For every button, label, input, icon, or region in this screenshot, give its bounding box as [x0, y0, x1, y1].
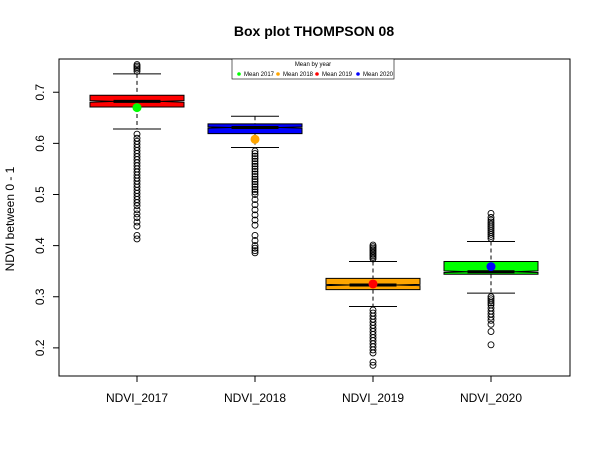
- outlier-point: [251, 191, 259, 198]
- outlier-point: [251, 188, 259, 196]
- outlier-point: [251, 237, 259, 244]
- outlier-point: [487, 313, 495, 321]
- outlier-point: [251, 221, 259, 229]
- outlier-point: [133, 214, 141, 221]
- outlier-point: [133, 231, 141, 239]
- outlier-point: [251, 247, 259, 255]
- outlier-point: [133, 235, 141, 243]
- outlier-point: [487, 297, 495, 305]
- legend-marker: [237, 72, 241, 76]
- mean-point: [250, 134, 260, 144]
- x-tick-label: NDVI_2017: [106, 391, 168, 405]
- outlier-point: [251, 211, 259, 219]
- outlier-point: [487, 209, 495, 217]
- outlier-point: [251, 244, 259, 252]
- box-NDVI_2019: [325, 241, 421, 369]
- outlier-point: [369, 358, 377, 366]
- outlier-point: [133, 67, 141, 75]
- box-NDVI_2020: [443, 209, 539, 349]
- outlier-point: [251, 165, 259, 173]
- outlier-point: [251, 155, 259, 163]
- outlier-point: [487, 316, 495, 324]
- outlier-point: [251, 162, 259, 170]
- outlier-point: [251, 170, 259, 178]
- y-axis: 0.2 0.3 0.4 0.5 0.6 0.7: [33, 84, 60, 356]
- x-tick-label: NDVI_2020: [460, 391, 522, 405]
- outlier-point: [133, 206, 141, 214]
- outlier-point: [251, 185, 259, 193]
- mean-point: [368, 279, 378, 289]
- y-tick-label: 0.4: [33, 237, 47, 254]
- legend-label: Mean 2020: [363, 72, 394, 78]
- outlier-point: [369, 241, 377, 249]
- outlier-point: [369, 349, 377, 357]
- legend: Mean by year Mean 2017 Mean 2018 Mean 2019…: [231, 58, 395, 80]
- outlier-point: [251, 157, 259, 165]
- outlier-point: [487, 299, 495, 307]
- outlier-point: [133, 218, 141, 226]
- outlier-point: [251, 180, 259, 188]
- legend-marker: [315, 72, 319, 76]
- outlier-point: [251, 173, 259, 181]
- outlier-point: [251, 168, 259, 175]
- legend-label: Mean 2018: [283, 72, 314, 78]
- outlier-point: [251, 150, 259, 158]
- outlier-point: [369, 346, 377, 354]
- outlier-point: [251, 249, 259, 257]
- legend-label: Mean 2017: [244, 72, 275, 78]
- y-tick-label: 0.6: [33, 135, 47, 152]
- legend-label: Mean 2019: [322, 72, 353, 78]
- outlier-point: [369, 361, 377, 369]
- chart-title: Box plot THOMPSON 08: [234, 23, 394, 39]
- legend-title: Mean by year: [295, 62, 331, 68]
- outlier-point: [487, 214, 495, 221]
- outlier-point: [251, 147, 259, 155]
- outlier-point: [487, 216, 495, 224]
- outlier-point: [487, 341, 495, 349]
- outlier-point: [251, 178, 259, 186]
- outlier-point: [133, 210, 141, 218]
- outlier-point: [251, 201, 259, 209]
- outlier-point: [133, 199, 141, 207]
- box-NDVI_2018: [207, 115, 303, 257]
- outlier-point: [251, 183, 259, 191]
- outlier-point: [251, 231, 259, 239]
- outlier-point: [133, 202, 141, 210]
- outlier-point: [487, 328, 495, 335]
- outlier-point: [133, 61, 141, 69]
- outlier-point: [251, 175, 259, 183]
- outlier-point: [251, 196, 259, 204]
- outlier-point: [251, 242, 259, 250]
- y-tick-label: 0.7: [33, 84, 47, 101]
- legend-frame: [231, 58, 395, 80]
- legend-entries: Mean 2017 Mean 2018 Mean 2019 Mean 2020: [237, 72, 394, 78]
- outlier-point: [487, 220, 495, 228]
- outlier-point: [487, 320, 495, 328]
- y-tick-label: 0.5: [33, 186, 47, 203]
- outlier-point: [251, 206, 259, 214]
- legend-marker: [276, 72, 280, 76]
- outlier-point: [251, 160, 259, 168]
- y-tick-label: 0.2: [33, 339, 47, 356]
- outlier-point: [251, 152, 259, 160]
- boxes: [89, 61, 539, 369]
- x-axis: NDVI_2017 NDVI_2018 NDVI_2019 NDVI_2020: [106, 375, 522, 405]
- outlier-point: [133, 222, 141, 230]
- y-axis-label: NDVI between 0 - 1: [3, 166, 17, 271]
- y-tick-label: 0.3: [33, 288, 47, 305]
- mean-point: [486, 262, 496, 272]
- box-NDVI_2017: [89, 61, 185, 243]
- outlier-point: [133, 130, 141, 138]
- mean-point: [132, 103, 142, 113]
- outlier-point: [487, 218, 495, 226]
- outlier-point: [251, 216, 259, 224]
- x-tick-label: NDVI_2019: [342, 391, 404, 405]
- legend-marker: [356, 72, 360, 76]
- x-tick-label: NDVI_2018: [224, 391, 286, 405]
